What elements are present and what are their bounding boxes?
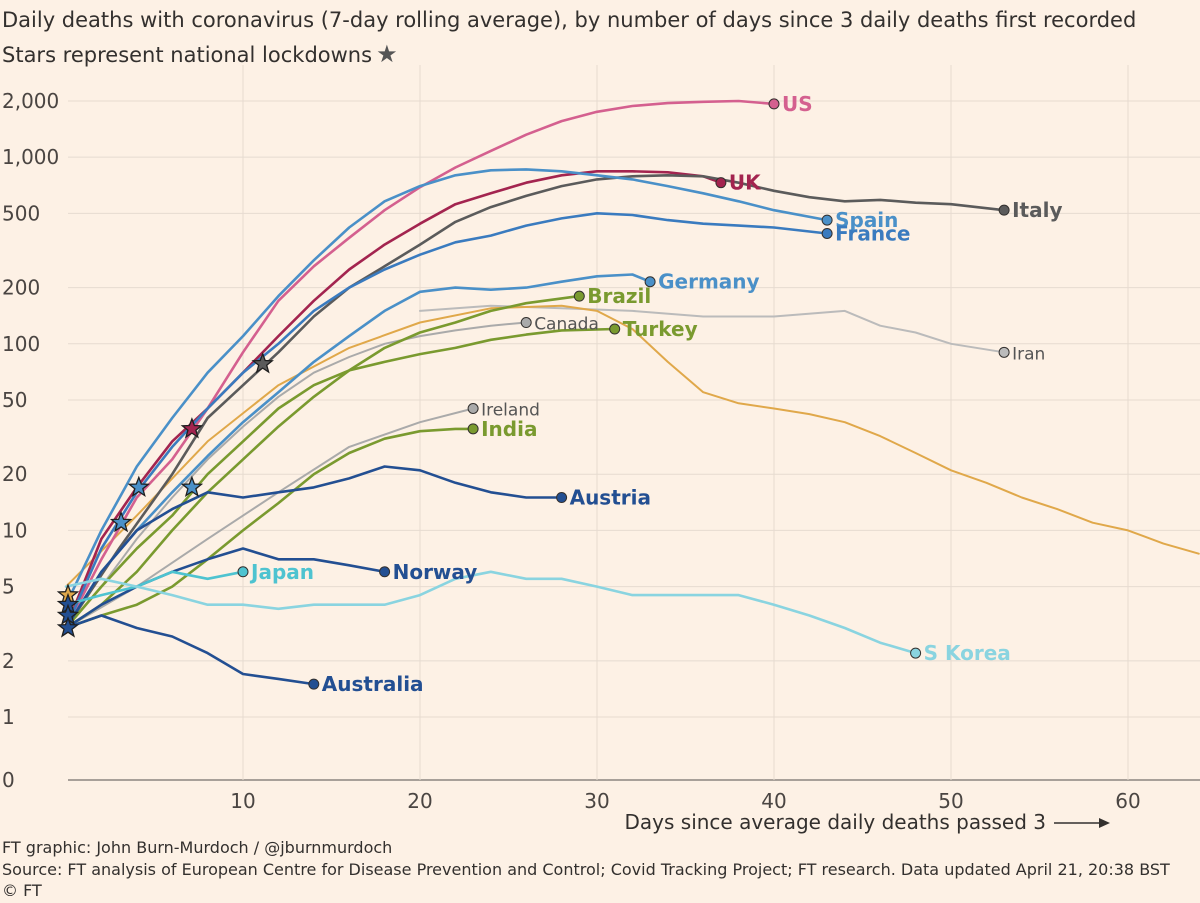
- lockdown-star-icon: [127, 475, 151, 498]
- series-line: [64, 465, 563, 630]
- lockdown-star-icon: [180, 475, 204, 498]
- series-line: [65, 321, 528, 629]
- x-axis-arrow-icon: [1054, 818, 1110, 828]
- series-line: [64, 547, 386, 630]
- series-label: UK: [729, 171, 762, 195]
- series-label: Canada: [534, 315, 599, 335]
- series-line: [64, 273, 652, 630]
- y-tick-label: 2,000: [2, 89, 59, 113]
- credit-graphic: FT graphic: John Burn-Murdoch / @jburnmu…: [2, 838, 393, 857]
- series-label: Australia: [322, 672, 424, 696]
- lockdown-star-icon: [56, 616, 80, 638]
- series-end-marker: [609, 323, 621, 335]
- x-axis-label: Days since average daily deaths passed 3: [625, 810, 1047, 834]
- credit-copyright: © FT: [2, 881, 42, 900]
- y-tick-label: 5: [2, 575, 15, 599]
- y-tick-label: 2: [2, 649, 15, 673]
- y-tick-label: 1,000: [2, 145, 59, 169]
- series-line: [64, 614, 316, 686]
- series-end-marker: [768, 98, 780, 110]
- series-end-marker: [520, 317, 532, 329]
- y-tick-label: 200: [2, 276, 40, 300]
- series-end-marker: [467, 402, 479, 414]
- series-label: Japan: [249, 560, 314, 584]
- series-line: [65, 407, 475, 629]
- series-end-marker: [910, 647, 922, 659]
- y-tick-label: 100: [2, 332, 40, 356]
- series-label: Spain: [835, 208, 898, 232]
- series-end-marker: [644, 276, 656, 288]
- x-tick-label: 30: [584, 789, 609, 813]
- series-label: Ireland: [481, 400, 540, 420]
- series-end-marker: [821, 227, 833, 239]
- y-tick-label: 1: [2, 705, 15, 729]
- series-end-marker: [998, 204, 1010, 216]
- credit-source: Source: FT analysis of European Centre f…: [2, 860, 1170, 879]
- x-tick-label: 20: [407, 789, 432, 813]
- series-label: Germany: [658, 270, 759, 294]
- series-line: [64, 570, 245, 607]
- series-label: Brazil: [587, 284, 651, 308]
- series-end-marker: [237, 566, 249, 578]
- grid: [68, 65, 1200, 781]
- y-tick-label: 20: [2, 462, 27, 486]
- series-label: Austria: [570, 486, 651, 510]
- x-tick-label: 50: [938, 789, 963, 813]
- y-tick-label: 50: [2, 388, 27, 412]
- series-label: Turkey: [623, 317, 698, 341]
- series-end-marker: [556, 492, 568, 504]
- series-end-marker: [308, 678, 320, 690]
- series-label: France: [835, 221, 910, 245]
- axes: 0 1 2 5 10 20 50 100 200 500 1,000 2,000 10 20 30 40 50 6…: [2, 89, 1141, 813]
- series-line: [64, 294, 581, 630]
- x-tick-label: 10: [230, 789, 255, 813]
- lockdown-star-icon: [180, 417, 204, 439]
- series-end-marker: [467, 423, 479, 435]
- series-end-marker: [998, 346, 1010, 358]
- y-tick-label: 10: [2, 518, 27, 542]
- lockdown-star-icon: [251, 352, 274, 374]
- series-label: Norway: [393, 560, 478, 584]
- series-line: [64, 170, 723, 630]
- y-tick-label: 0: [2, 768, 15, 792]
- lockdown-star-icon: [109, 510, 133, 533]
- series-end-marker: [379, 566, 391, 578]
- series-label: Iran: [1012, 344, 1045, 364]
- series-line: [65, 304, 1200, 588]
- series-end-marker: [573, 290, 585, 302]
- series-label: India: [481, 417, 537, 441]
- series-label: Italy: [1012, 198, 1062, 222]
- x-tick-label: 40: [761, 789, 786, 813]
- series-line: [419, 304, 1006, 354]
- series-label: US: [782, 92, 813, 116]
- series-end-marker: [715, 177, 727, 189]
- series-line: [64, 327, 617, 630]
- series-line: [64, 174, 1006, 630]
- series-line: [64, 168, 829, 607]
- chart-subtitle-row: Stars represent national lockdowns ★: [2, 40, 398, 68]
- series-end-marker: [821, 214, 833, 226]
- y-tick-label: 500: [2, 201, 40, 225]
- series-label: S Korea: [924, 641, 1011, 665]
- series-line: [64, 427, 475, 630]
- lockdown-stars: [56, 352, 274, 638]
- chart-subtitle: Stars represent national lockdowns: [2, 43, 373, 67]
- x-tick-label: 60: [1115, 789, 1140, 813]
- series-lines: [64, 99, 1200, 686]
- series-line: [64, 570, 917, 655]
- star-icon: ★: [376, 40, 398, 68]
- chart-title: Daily deaths with coronavirus (7-day rol…: [2, 8, 1137, 32]
